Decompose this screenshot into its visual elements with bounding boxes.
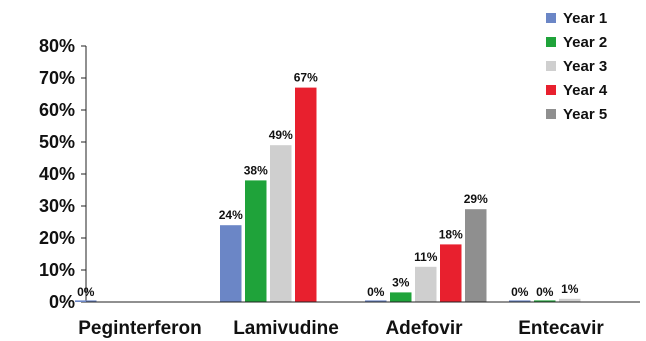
data-label: 3% bbox=[392, 275, 410, 289]
legend: Year 1 Year 2 Year 3 Year 4 Year 5 bbox=[546, 10, 608, 123]
bar bbox=[534, 300, 556, 302]
legend-swatch bbox=[546, 13, 556, 23]
data-label: 0% bbox=[511, 285, 529, 299]
bar bbox=[295, 87, 317, 302]
legend-label: Year 2 bbox=[563, 34, 607, 51]
x-category-label: Peginterferon bbox=[78, 318, 202, 339]
y-tick-label: 70% bbox=[39, 68, 75, 88]
legend-swatch bbox=[546, 85, 556, 95]
y-tick-label: 0% bbox=[49, 292, 75, 312]
data-label: 11% bbox=[414, 250, 438, 264]
bar bbox=[270, 145, 292, 302]
data-label: 0% bbox=[536, 285, 554, 299]
legend-swatch bbox=[546, 109, 556, 119]
y-tick-label: 60% bbox=[39, 100, 75, 120]
data-label: 38% bbox=[244, 163, 268, 177]
x-axis: Peginterferon Lamivudine Adefovir Entecavir bbox=[78, 301, 640, 339]
x-category-label: Lamivudine bbox=[233, 318, 339, 339]
data-label: 0% bbox=[367, 285, 385, 299]
data-label: 18% bbox=[439, 227, 463, 241]
bars: 0% 24% 38% 49% 67% 0% 3% 11%18% 29% 0% 0% 1% bbox=[75, 71, 581, 302]
data-label: 1% bbox=[561, 282, 579, 296]
y-tick-label: 40% bbox=[39, 164, 75, 184]
bar bbox=[245, 180, 267, 302]
bar bbox=[509, 300, 531, 302]
legend-label: Year 5 bbox=[563, 106, 607, 123]
legend-label: Year 4 bbox=[563, 82, 608, 99]
bar bbox=[365, 300, 387, 302]
y-tick-label: 10% bbox=[39, 260, 75, 280]
data-label: 49% bbox=[269, 128, 293, 142]
legend-label: Year 1 bbox=[563, 10, 607, 27]
bar bbox=[415, 266, 437, 302]
bar bbox=[465, 209, 487, 302]
y-axis: 0% 10% 20% 30% 40% 50% 60% 70% 80% bbox=[39, 36, 87, 312]
data-label: 67% bbox=[294, 71, 318, 85]
y-tick-label: 20% bbox=[39, 228, 75, 248]
y-tick-label: 50% bbox=[39, 132, 75, 152]
bar bbox=[390, 292, 412, 302]
data-label: 29% bbox=[464, 192, 488, 206]
legend-swatch bbox=[546, 37, 556, 47]
legend-label: Year 3 bbox=[563, 58, 607, 75]
x-category-label: Entecavir bbox=[518, 318, 604, 339]
y-tick-label: 30% bbox=[39, 196, 75, 216]
y-tick-label: 80% bbox=[39, 36, 75, 56]
bar bbox=[75, 300, 97, 302]
data-label: 0% bbox=[77, 285, 95, 299]
bar bbox=[559, 298, 581, 302]
x-category-label: Adefovir bbox=[385, 318, 463, 339]
legend-swatch bbox=[546, 61, 556, 71]
bar bbox=[440, 244, 462, 302]
bar bbox=[220, 225, 242, 302]
data-label: 24% bbox=[219, 208, 243, 222]
